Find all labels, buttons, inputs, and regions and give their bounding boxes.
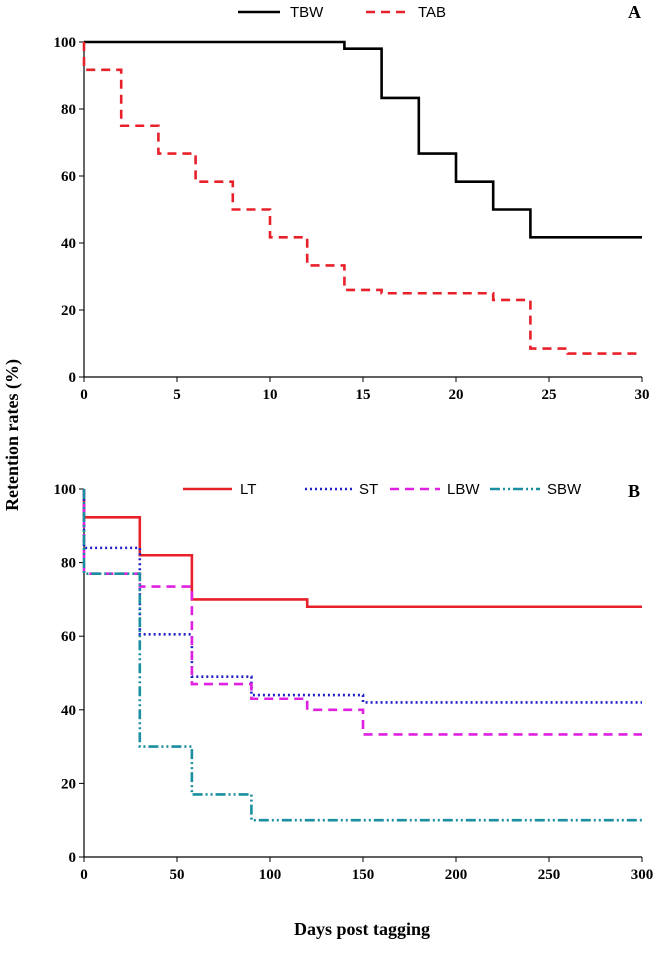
y-tick-label: 0: [69, 370, 77, 386]
y-tick-label: 100: [54, 35, 77, 51]
legend-label-lt: LT: [240, 481, 256, 498]
y-tick-label: 60: [61, 629, 76, 645]
x-tick-label: 200: [445, 867, 468, 883]
x-axis-title: Days post tagging: [294, 919, 430, 939]
y-tick-label: 60: [61, 169, 76, 185]
y-tick-label: 100: [54, 482, 77, 498]
series-line-lbw: [82, 489, 642, 736]
series-line-sbw: [82, 489, 642, 822]
x-tick-label: 100: [259, 867, 282, 883]
series-line-lt: [82, 489, 642, 609]
x-tick-label: 10: [263, 387, 278, 403]
y-axis-title: Retention rates (%): [2, 359, 23, 511]
y-tick-label: 80: [61, 102, 76, 118]
y-tick-label: 0: [69, 850, 77, 866]
y-tick-label: 40: [61, 703, 76, 719]
series-line-st: [82, 489, 642, 704]
x-tick-label: 25: [542, 387, 557, 403]
x-tick-label: 15: [356, 387, 371, 403]
panel-a: 0 20 40 60 80 100 0 5 10 15 20 25 30 TBW TAB A: [54, 2, 650, 403]
series-line-tbw: [84, 40, 642, 239]
panel-letter: B: [628, 481, 640, 501]
panel-b: 0 20 40 60 80 100 0 50 100 150 200 250 300 LT ST LBW SBW…: [54, 481, 654, 883]
y-tick-label: 80: [61, 556, 76, 572]
x-tick-label: 300: [631, 867, 654, 883]
y-tick-label: 20: [61, 303, 76, 319]
x-tick-label: 250: [538, 867, 561, 883]
legend-label-tbw: TBW: [290, 4, 324, 21]
x-tick-label: 30: [635, 387, 650, 403]
y-tick-label: 40: [61, 236, 76, 252]
x-tick-label: 50: [170, 867, 185, 883]
legend-label-lbw: LBW: [447, 481, 480, 498]
x-tick-label: 0: [80, 387, 88, 403]
legend-label-sbw: SBW: [547, 481, 582, 498]
x-tick-label: 20: [449, 387, 464, 403]
series-line-tab: [82, 42, 642, 355]
panel-letter: A: [628, 2, 641, 22]
x-tick-label: 0: [80, 867, 88, 883]
legend-label-st: ST: [359, 481, 378, 498]
x-tick-label: 5: [173, 387, 181, 403]
legend-label-tab: TAB: [418, 4, 446, 21]
x-tick-label: 150: [352, 867, 375, 883]
y-tick-label: 20: [61, 776, 76, 792]
